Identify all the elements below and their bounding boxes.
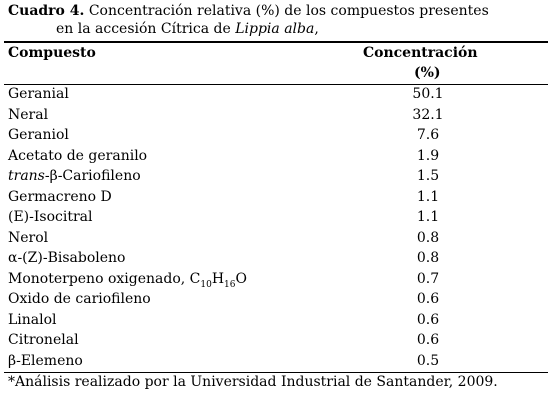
compound-text: Monoterpeno oxigenado, C — [8, 270, 201, 287]
column-header: (%) — [414, 65, 441, 81]
compound-name: (E)-Isocitral — [8, 208, 92, 226]
compound-text: Linalol — [8, 311, 57, 328]
concentration: 0.6 — [416, 291, 440, 307]
compound-name: Germacreno D — [8, 188, 112, 206]
compound-text: 16 — [224, 279, 236, 290]
concentration: 32.1 — [412, 106, 444, 123]
concentration: 1.5 — [416, 168, 440, 184]
compound-text: Oxido de cariofileno — [8, 291, 151, 307]
compound-text: H — [211, 270, 225, 287]
compound-text: Neral — [8, 106, 49, 123]
compound-name: α-(Z)-Bisaboleno — [8, 249, 125, 267]
compound-name: Citronelal — [8, 331, 79, 349]
concentration: 0.7 — [416, 270, 440, 287]
compound-name: Linalol — [8, 311, 57, 329]
caption: Cuadro 4. Concentración relativa (%) de … — [8, 2, 489, 20]
compound-text: O — [235, 270, 247, 287]
rule — [4, 372, 548, 373]
caption-label: Cuadro 4. — [8, 3, 85, 19]
compound-name: Geraniol — [8, 126, 69, 144]
compound-text: Geraniol — [8, 127, 69, 143]
caption-text: Concentración relativa (%) de los compue… — [88, 3, 489, 19]
concentration: 1.1 — [416, 209, 440, 225]
column-header: Concentración — [363, 45, 478, 61]
concentration: 0.8 — [416, 250, 440, 266]
compound-text: Nerol — [8, 229, 49, 246]
concentration: 0.8 — [416, 229, 440, 246]
concentration: 50.1 — [412, 86, 444, 102]
compound-text: Citronelal — [8, 332, 79, 348]
compound-text: trans — [8, 168, 45, 184]
compound-text: Acetato de geranilo — [8, 147, 148, 164]
concentration: 1.9 — [416, 147, 440, 164]
compound-name: Acetato de geranilo — [8, 147, 147, 165]
caption: en la accesión Cítrica de Lippia alba, — [56, 20, 319, 38]
concentration: 0.6 — [416, 332, 440, 348]
compound-text: (E)-Isocitral — [8, 209, 93, 225]
compound-name: Monoterpeno oxigenado, C10H16O — [8, 270, 247, 290]
concentration: 0.5 — [416, 352, 440, 369]
species: Lippia alba — [235, 21, 315, 37]
compound-text: -β-Cariofileno — [44, 168, 141, 184]
compound-name: Nerol — [8, 229, 48, 247]
column-header: Compuesto — [8, 45, 96, 61]
compound-text: 10 — [200, 279, 212, 290]
compound-name: trans-β-Cariofileno — [8, 167, 141, 185]
compound-text: Geranial — [8, 86, 69, 102]
compound-name: Geranial — [8, 85, 69, 103]
rule — [4, 41, 548, 43]
caption-text: , — [314, 21, 319, 37]
concentration: 7.6 — [416, 127, 440, 143]
concentration: 0.6 — [416, 311, 440, 328]
compound-name: Neral — [8, 106, 48, 124]
compound-name: Oxido de cariofileno — [8, 290, 151, 308]
compound-name: β-Elemeno — [8, 352, 83, 370]
compound-text: α-(Z)-Bisaboleno — [8, 250, 126, 266]
compound-text: β-Elemeno — [8, 352, 83, 369]
caption-text: en la accesión Cítrica de — [56, 21, 236, 37]
footnote: *Análisis realizado por la Universidad I… — [8, 374, 498, 390]
concentration: 1.1 — [416, 188, 440, 205]
rule — [4, 84, 548, 85]
compound-text: Germacreno D — [8, 188, 112, 205]
